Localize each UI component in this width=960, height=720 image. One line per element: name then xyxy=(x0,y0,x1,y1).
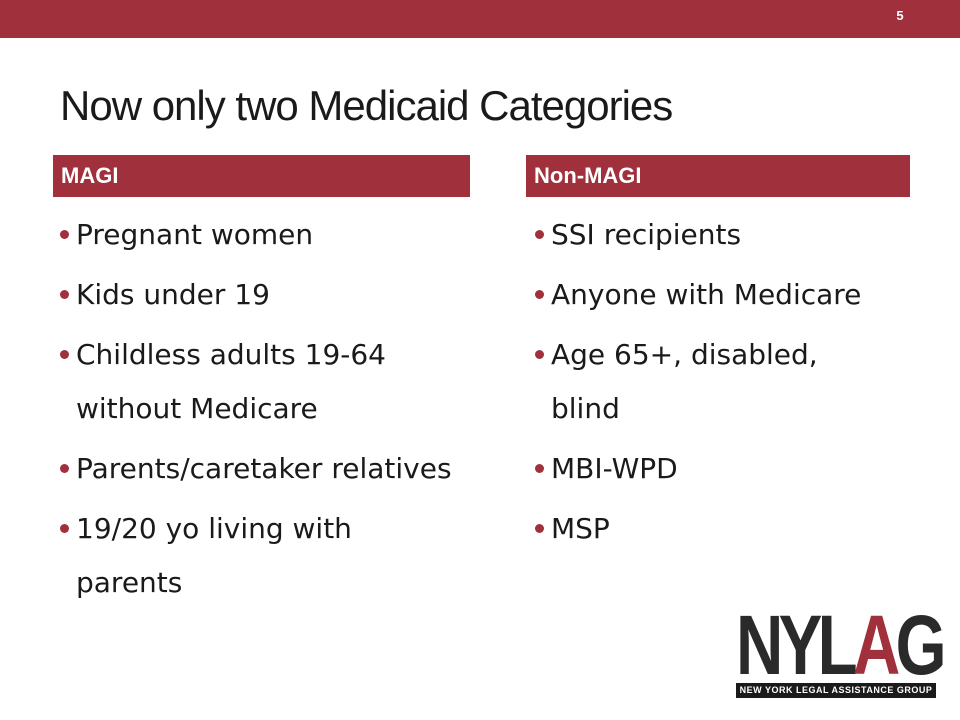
logo-wordmark: NYLAG xyxy=(736,603,947,687)
list-item-text: Age 65+, disabled, blind xyxy=(551,338,818,425)
list-item-text: 19/20 yo living with parents xyxy=(76,512,352,599)
top-bar: 5 xyxy=(0,0,960,38)
slide-number: 5 xyxy=(896,8,904,23)
list-item: Kids under 19 xyxy=(60,268,460,322)
bullet-icon xyxy=(60,350,69,359)
bullet-icon xyxy=(60,290,69,299)
column-header-magi: MAGI xyxy=(53,155,470,197)
list-item: MSP xyxy=(535,502,895,556)
list-item-text: MBI-WPD xyxy=(551,452,678,485)
logo-letter-end: G xyxy=(895,598,947,692)
logo-tagline: NEW YORK LEGAL ASSISTANCE GROUP xyxy=(736,683,936,698)
logo-letter-accent: A xyxy=(853,598,900,692)
bullet-icon xyxy=(60,230,69,239)
list-item: MBI-WPD xyxy=(535,442,895,496)
list-item-text: Kids under 19 xyxy=(76,278,270,311)
list-item-text: Parents/caretaker relatives xyxy=(76,452,452,485)
bullet-icon xyxy=(535,524,544,533)
list-item: Childless adults 19-64 without Medicare xyxy=(60,328,460,436)
list-item-text: Childless adults 19-64 without Medicare xyxy=(76,338,386,425)
list-item: Anyone with Medicare xyxy=(535,268,895,322)
bullet-icon xyxy=(535,350,544,359)
bullet-icon xyxy=(535,290,544,299)
list-item: Age 65+, disabled, blind xyxy=(535,328,895,436)
list-item-text: Pregnant women xyxy=(76,218,314,251)
bullet-icon xyxy=(535,230,544,239)
list-item: SSI recipients xyxy=(535,208,895,262)
non-magi-bullet-list: SSI recipients Anyone with Medicare Age … xyxy=(535,208,895,562)
list-item-text: MSP xyxy=(551,512,610,545)
list-item: Parents/caretaker relatives xyxy=(60,442,460,496)
bullet-icon xyxy=(60,524,69,533)
list-item-text: Anyone with Medicare xyxy=(551,278,862,311)
logo-letters-dark: NYL xyxy=(736,598,858,692)
list-item-text: SSI recipients xyxy=(551,218,742,251)
nylag-logo: NYLAG NEW YORK LEGAL ASSISTANCE GROUP xyxy=(736,603,947,698)
magi-bullet-list: Pregnant women Kids under 19 Childless a… xyxy=(60,208,460,616)
bullet-icon xyxy=(535,464,544,473)
list-item: Pregnant women xyxy=(60,208,460,262)
bullet-icon xyxy=(60,464,69,473)
column-header-non-magi: Non-MAGI xyxy=(526,155,910,197)
slide-title: Now only two Medicaid Categories xyxy=(60,82,673,129)
list-item: 19/20 yo living with parents xyxy=(60,502,460,610)
